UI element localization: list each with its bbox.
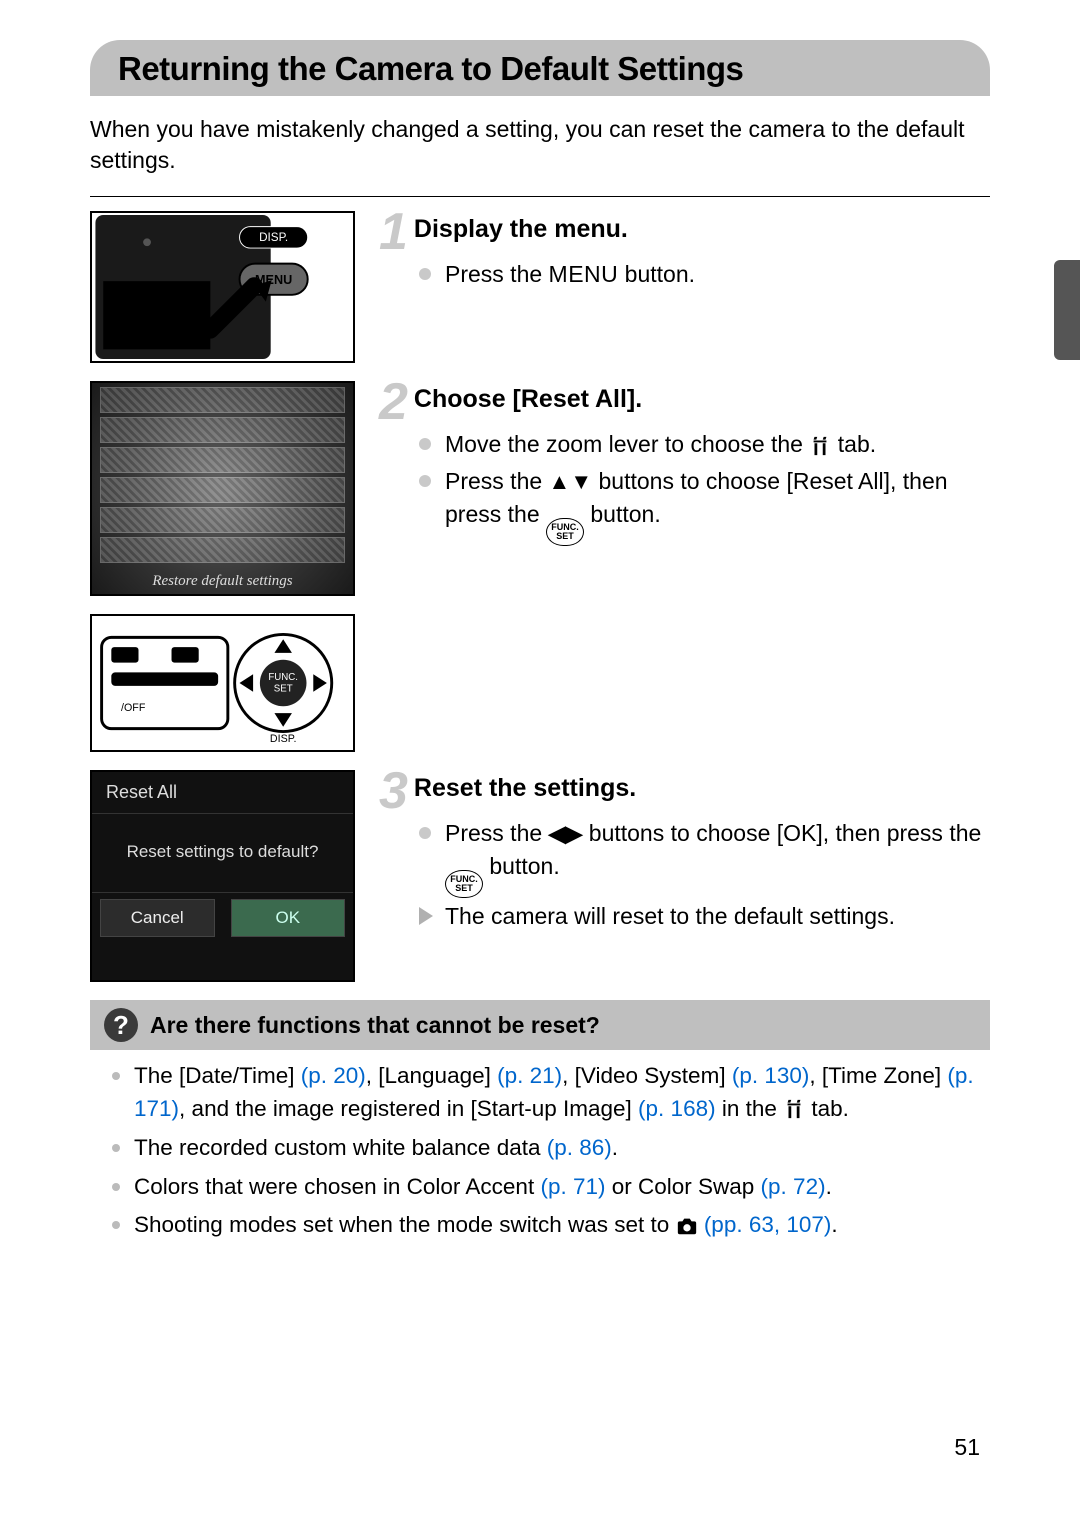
- page-title-banner: Returning the Camera to Default Settings: [90, 40, 990, 96]
- menu-caption: Restore default settings: [92, 573, 353, 590]
- intro-text: When you have mistakenly changed a setti…: [90, 114, 990, 176]
- qa-item: Shooting modes set when the mode switch …: [112, 1209, 990, 1242]
- qa-item: Colors that were chosen in Color Accent …: [112, 1171, 990, 1204]
- step-title: Choose [Reset All].: [414, 385, 642, 414]
- step-3-bullets: Press the ◀▶ buttons to choose [OK], the…: [419, 817, 990, 934]
- bullet-item: Press the ◀▶ buttons to choose [OK], the…: [419, 817, 990, 898]
- step-number: 2: [379, 383, 408, 422]
- step-1: DISP. MENU 1 Display the menu. Press the…: [90, 211, 990, 363]
- svg-text:FUNC.: FUNC.: [268, 672, 298, 683]
- illustration-camera-back: DISP. MENU: [90, 211, 355, 363]
- qa-item: The recorded custom white balance data (…: [112, 1132, 990, 1165]
- step-title: Display the menu.: [414, 215, 628, 244]
- step-title: Reset the settings.: [414, 774, 636, 803]
- step-1-bullets: Press the MENU button.: [419, 258, 990, 291]
- illustration-menu-screen: Restore default settings: [90, 381, 355, 596]
- step-2: Restore default settings /OFF FUNC. SET: [90, 381, 990, 752]
- divider: [90, 196, 990, 197]
- question-icon: ?: [104, 1008, 138, 1042]
- section-tab: [1054, 260, 1080, 360]
- svg-text:SET: SET: [274, 684, 293, 695]
- bullet-item: Press the MENU button.: [419, 258, 990, 291]
- dialog-ok: OK: [231, 899, 346, 937]
- qa-list: The [Date/Time] (p. 20), [Language] (p. …: [112, 1060, 990, 1243]
- illustration-dpad: /OFF FUNC. SET DISP.: [90, 614, 355, 752]
- step-3: Reset All Reset settings to default? Can…: [90, 770, 990, 982]
- qa-title: Are there functions that cannot be reset…: [150, 1012, 600, 1039]
- bullet-item: The camera will reset to the default set…: [419, 900, 990, 933]
- dialog-title: Reset All: [92, 772, 353, 814]
- step-2-bullets: Move the zoom lever to choose the tab.Pr…: [419, 428, 990, 546]
- qa-item: The [Date/Time] (p. 20), [Language] (p. …: [112, 1060, 990, 1126]
- bullet-item: Press the ▲▼ buttons to choose [Reset Al…: [419, 465, 990, 546]
- step-number: 1: [379, 213, 408, 252]
- svg-text:DISP.: DISP.: [259, 231, 288, 244]
- qa-banner: ? Are there functions that cannot be res…: [90, 1000, 990, 1050]
- illustration-reset-dialog: Reset All Reset settings to default? Can…: [90, 770, 355, 982]
- dialog-cancel: Cancel: [100, 899, 215, 937]
- svg-text:/OFF: /OFF: [121, 702, 146, 714]
- dialog-message: Reset settings to default?: [92, 814, 353, 892]
- page-number: 51: [954, 1434, 980, 1461]
- page-title: Returning the Camera to Default Settings: [118, 50, 962, 88]
- svg-text:DISP.: DISP.: [270, 733, 297, 745]
- bullet-item: Move the zoom lever to choose the tab.: [419, 428, 990, 463]
- step-number: 3: [379, 772, 408, 811]
